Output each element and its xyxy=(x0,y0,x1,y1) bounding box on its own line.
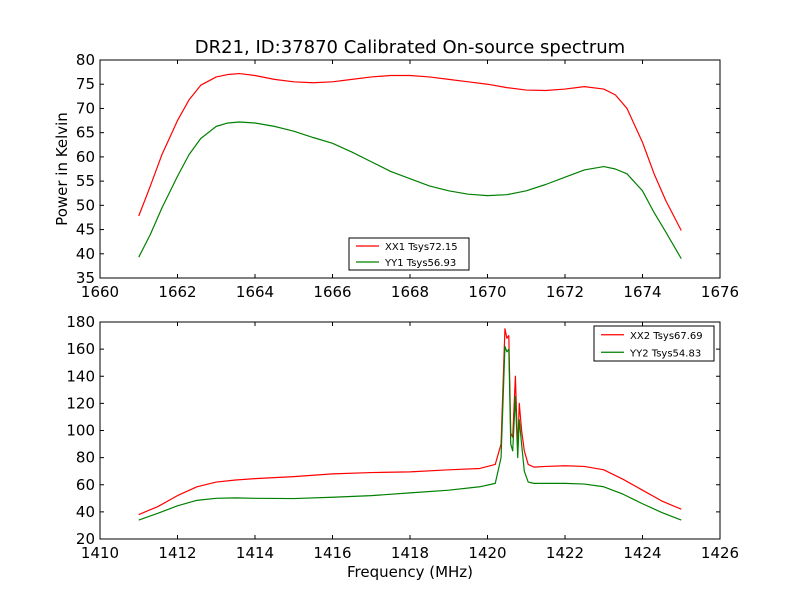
y-axis-label-1: Power in Kelvin xyxy=(53,112,71,226)
y-tick-label-1-7: 70 xyxy=(76,99,95,117)
y-tick-label-2-0: 20 xyxy=(76,530,95,548)
x-tick-label-1-8: 1676 xyxy=(701,283,739,301)
y-tick-label-2-7: 160 xyxy=(66,340,95,358)
figure-title: DR21, ID:37870 Calibrated On-source spec… xyxy=(195,37,625,58)
x-tick-label-2-2: 1414 xyxy=(236,544,274,562)
series-line-2-1 xyxy=(138,328,682,516)
x-tick-label-2-7: 1424 xyxy=(623,544,661,562)
x-axis-label-2: Frequency (MHz) xyxy=(347,563,473,581)
x-tick-label-2-0: 1410 xyxy=(81,544,119,562)
x-tick-label-1-5: 1670 xyxy=(468,283,506,301)
legend-box-1 xyxy=(348,237,470,271)
series-line-1-1 xyxy=(138,72,682,231)
y-tick-label-2-3: 80 xyxy=(76,449,95,467)
legend-label-1-1: XX1 Tsys72.15 xyxy=(385,242,458,253)
y-tick-label-1-5: 60 xyxy=(76,148,95,166)
x-tick-label-2-8: 1426 xyxy=(701,544,739,562)
x-tick-label-1-2: 1664 xyxy=(236,283,274,301)
y-tick-label-2-2: 60 xyxy=(76,476,95,494)
y-tick-label-1-8: 75 xyxy=(76,75,95,93)
series-line-2-2 xyxy=(138,345,682,521)
y-tick-label-1-1: 40 xyxy=(76,245,95,263)
y-tick-label-2-4: 100 xyxy=(66,422,95,440)
x-tick-label-1-4: 1668 xyxy=(391,283,429,301)
legend-2: XX2 Tsys67.69 YY2 Tsys54.83 xyxy=(593,325,715,362)
x-tick-label-2-5: 1420 xyxy=(468,544,506,562)
y-tick-label-1-9: 80 xyxy=(76,51,95,69)
y-tick-label-2-6: 140 xyxy=(66,367,95,385)
y-tick-label-2-1: 40 xyxy=(76,503,95,521)
x-tick-label-1-7: 1674 xyxy=(623,283,661,301)
y-tick-label-1-0: 35 xyxy=(76,269,95,287)
legend-box-2 xyxy=(593,325,715,362)
y-tick-label-1-2: 45 xyxy=(76,221,95,239)
x-tick-label-1-1: 1662 xyxy=(158,283,196,301)
legend-label-2-1: XX2 Tsys67.69 xyxy=(630,331,703,342)
plots-area: 1660 1662 1664 1666 1668 1670 1672 1674 1676 35 40… xyxy=(53,51,739,581)
y-tick-label-2-8: 180 xyxy=(66,313,95,331)
legend-label-1-2: YY1 Tsys56.93 xyxy=(384,258,456,269)
series-line-1-2 xyxy=(138,121,682,259)
x-tick-label-2-6: 1422 xyxy=(546,544,584,562)
x-tick-label-1-6: 1672 xyxy=(546,283,584,301)
x-tick-label-2-4: 1418 xyxy=(391,544,429,562)
subplot-2: 1410 1412 1414 1416 1418 1420 1422 1424 1426 20 40… xyxy=(66,313,739,581)
y-tick-label-1-6: 65 xyxy=(76,124,95,142)
x-tick-label-2-1: 1412 xyxy=(158,544,196,562)
y-tick-label-2-5: 120 xyxy=(66,394,95,412)
x-tick-label-1-3: 1666 xyxy=(313,283,351,301)
legend-1: XX1 Tsys72.15 YY1 Tsys56.93 xyxy=(348,237,470,271)
y-tick-label-1-4: 55 xyxy=(76,172,95,190)
subplot-1: 1660 1662 1664 1666 1668 1670 1672 1674 1676 35 40… xyxy=(53,51,739,301)
legend-label-2-2: YY2 Tsys54.83 xyxy=(629,348,701,359)
x-tick-label-1-0: 1660 xyxy=(81,283,119,301)
y-tick-label-1-3: 50 xyxy=(76,196,95,214)
x-tick-label-2-3: 1416 xyxy=(313,544,351,562)
